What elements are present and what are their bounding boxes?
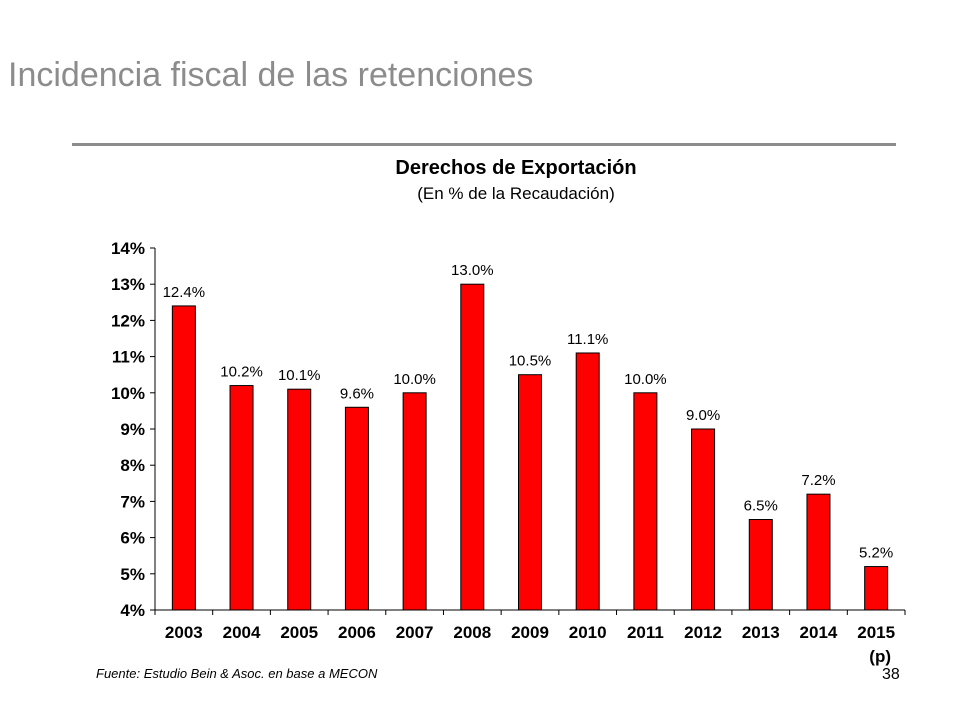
x-tick-note: (p) bbox=[869, 647, 891, 666]
x-tick-label: 2010 bbox=[569, 623, 607, 642]
data-label: 13.0% bbox=[451, 262, 494, 279]
y-tick-label: 7% bbox=[120, 492, 145, 511]
data-label: 7.2% bbox=[801, 472, 835, 489]
bar bbox=[806, 493, 831, 611]
y-tick-label: 10% bbox=[111, 384, 145, 403]
bar bbox=[748, 519, 773, 611]
y-tick-label: 8% bbox=[120, 456, 145, 475]
data-label: 9.0% bbox=[686, 407, 720, 424]
y-tick-label: 13% bbox=[111, 275, 145, 294]
chart-title: Derechos de Exportación bbox=[395, 157, 636, 179]
y-tick-label: 11% bbox=[112, 348, 145, 367]
x-tick-label: 2008 bbox=[453, 623, 491, 642]
x-tick-label: 2009 bbox=[511, 623, 549, 642]
bar bbox=[460, 283, 485, 611]
bar bbox=[402, 392, 427, 611]
slide-title: Incidencia fiscal de las retenciones bbox=[8, 56, 534, 94]
data-label: 10.0% bbox=[624, 371, 667, 388]
y-tick-label: 12% bbox=[111, 311, 145, 330]
y-tick-label: 14% bbox=[111, 239, 145, 258]
data-label: 10.2% bbox=[220, 364, 263, 381]
data-label: 10.0% bbox=[393, 371, 436, 388]
bar bbox=[287, 388, 312, 611]
data-label: 9.6% bbox=[340, 385, 374, 402]
data-label: 10.1% bbox=[278, 367, 321, 384]
data-label: 10.5% bbox=[509, 353, 552, 370]
source-footnote: Fuente: Estudio Bein & Asoc. en base a M… bbox=[96, 666, 378, 681]
data-label: 5.2% bbox=[859, 545, 893, 562]
bar bbox=[575, 352, 600, 611]
bar bbox=[633, 392, 658, 611]
x-tick-label: 2005 bbox=[280, 623, 318, 642]
x-tick-label: 2015 bbox=[857, 623, 895, 642]
x-tick-label: 2004 bbox=[223, 623, 261, 642]
x-tick-label: 2013 bbox=[742, 623, 780, 642]
plot-area: 4% 5% 6% 7% 8% 9% 10% 11% 12% 13% 14% 12.4% 2003 10.2… bbox=[111, 239, 906, 666]
x-tick-label: 2014 bbox=[800, 623, 838, 642]
x-tick-label: 2012 bbox=[684, 623, 722, 642]
title-divider bbox=[72, 143, 896, 146]
bar bbox=[691, 428, 716, 611]
data-label: 12.4% bbox=[163, 284, 206, 301]
bar bbox=[344, 406, 369, 611]
bar bbox=[518, 374, 542, 611]
bar bbox=[171, 305, 196, 611]
data-label: 6.5% bbox=[744, 498, 778, 515]
y-tick-label: 6% bbox=[120, 529, 145, 548]
bar bbox=[229, 385, 254, 611]
data-label: 11.1% bbox=[567, 331, 608, 348]
x-tick-label: 2006 bbox=[338, 623, 376, 642]
page-number: 38 bbox=[882, 666, 900, 683]
y-tick-label: 5% bbox=[120, 565, 145, 584]
x-tick-label: 2007 bbox=[396, 623, 434, 642]
x-tick-label: 2003 bbox=[165, 623, 203, 642]
x-tick-label: 2011 bbox=[627, 623, 664, 642]
bar bbox=[864, 566, 889, 611]
chart-subtitle: (En % de la Recaudación) bbox=[417, 184, 615, 203]
y-tick-label: 9% bbox=[120, 420, 145, 439]
y-tick-label: 4% bbox=[120, 601, 145, 620]
